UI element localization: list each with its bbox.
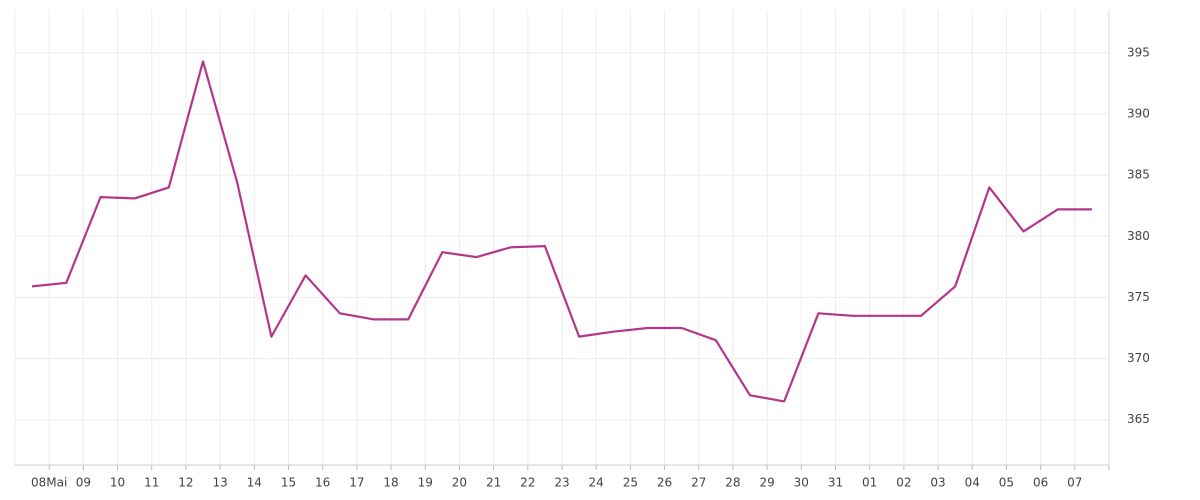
x-tick-label: 01: [862, 476, 877, 490]
x-tick-label: 26: [657, 476, 672, 490]
line: [31, 60, 1092, 403]
x-tick-label: 04: [965, 476, 980, 490]
x-tick-label: 09: [76, 476, 91, 490]
x-tick-label: 22: [520, 476, 535, 490]
x-tick-label: 07: [1067, 476, 1082, 490]
y-tick-label: 390: [1127, 106, 1150, 120]
x-tick-label: 28: [725, 476, 740, 490]
x-tick-label: 11: [144, 476, 159, 490]
x-tick-label: 23: [554, 476, 569, 490]
x-tick-label: 19: [418, 476, 433, 490]
x-tick-label: 12: [178, 476, 193, 490]
y-tick-label: 365: [1127, 412, 1150, 426]
x-tick-label: 27: [691, 476, 706, 490]
x-tick-label: 14: [247, 476, 262, 490]
x-tick-label: 31: [828, 476, 843, 490]
y-tick-label: 385: [1127, 168, 1150, 182]
x-tick-label: 13: [212, 476, 227, 490]
y-tick-label: 395: [1127, 45, 1150, 59]
x-tick-label: 15: [281, 476, 296, 490]
x-tick-label: 21: [486, 476, 501, 490]
x-tick-label: 30: [794, 476, 809, 490]
x-tick-label: 20: [452, 476, 467, 490]
x-tick-label: 18: [383, 476, 398, 490]
x-tick-label: 06: [1033, 476, 1048, 490]
x-tick-label: 02: [896, 476, 911, 490]
x-tick-label: 24: [589, 476, 604, 490]
y-tick-label: 380: [1127, 229, 1150, 243]
x-tick-label: 16: [315, 476, 330, 490]
x-tick-label: 25: [623, 476, 638, 490]
x-tick-label: 05: [999, 476, 1014, 490]
x-tick-label: 08Mai: [31, 476, 67, 490]
y-tick-label: 375: [1127, 290, 1150, 304]
x-tick-label: 17: [349, 476, 364, 490]
x-tick-label: 10: [110, 476, 125, 490]
x-tick-label: 03: [930, 476, 945, 490]
x-tick-label: 29: [759, 476, 774, 490]
y-tick-label: 370: [1127, 351, 1150, 365]
